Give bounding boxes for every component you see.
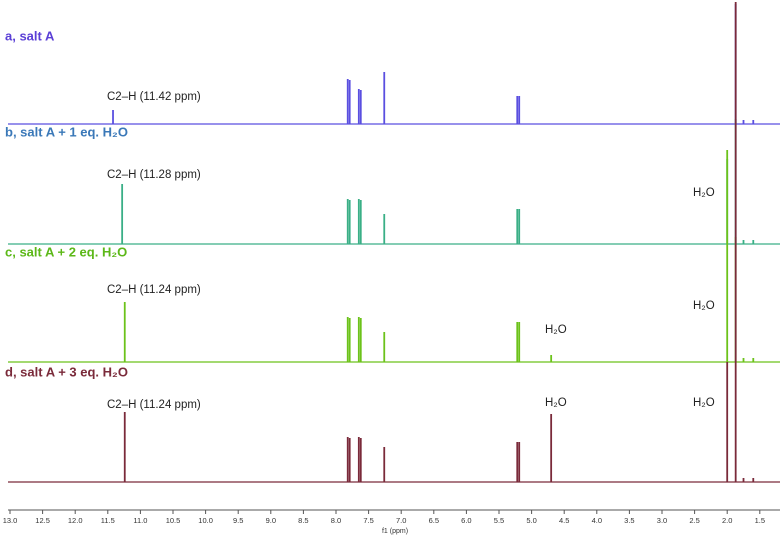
series-label: a, salt A xyxy=(5,28,55,43)
x-tick-label: 11.0 xyxy=(133,516,147,525)
x-tick-label: 4.0 xyxy=(592,516,602,525)
annotation: H₂O xyxy=(693,397,715,409)
series-label: c, salt A + 2 eq. H₂O xyxy=(5,244,127,259)
x-tick-label: 6.5 xyxy=(429,516,439,525)
x-tick-label: 10.5 xyxy=(166,516,181,525)
x-tick-label: 8.5 xyxy=(298,516,308,525)
x-tick-label: 6.0 xyxy=(461,516,471,525)
x-tick-label: 8.0 xyxy=(331,516,341,525)
x-tick-label: 4.5 xyxy=(559,516,569,525)
annotation: C2–H (11.42 ppm) xyxy=(107,91,201,103)
x-tick-label: 5.0 xyxy=(526,516,536,525)
x-tick-label: 2.0 xyxy=(722,516,732,525)
annotation: C2–H (11.24 ppm) xyxy=(107,399,201,411)
x-tick-label: 12.5 xyxy=(35,516,50,525)
x-tick-label: 10.0 xyxy=(198,516,213,525)
x-tick-label: 9.5 xyxy=(233,516,243,525)
x-tick-label: 7.0 xyxy=(396,516,406,525)
annotation: C2–H (11.24 ppm) xyxy=(107,284,201,296)
x-tick-label: 3.0 xyxy=(657,516,667,525)
x-tick-label: 12.0 xyxy=(68,516,83,525)
series-label: d, salt A + 3 eq. H₂O xyxy=(5,364,128,379)
x-tick-label: 5.5 xyxy=(494,516,504,525)
x-axis-label: f1 (ppm) xyxy=(382,528,408,535)
annotation: H₂O xyxy=(545,324,567,336)
x-tick-label: 1.5 xyxy=(755,516,765,525)
x-tick-label: 9.0 xyxy=(266,516,276,525)
x-tick-label: 2.5 xyxy=(689,516,699,525)
x-tick-label: 13.0 xyxy=(3,516,18,525)
annotation: H₂O xyxy=(693,300,715,312)
x-tick-label: 7.5 xyxy=(363,516,373,525)
annotation: H₂O xyxy=(545,397,567,409)
annotation: C2–H (11.28 ppm) xyxy=(107,169,201,181)
x-tick-label: 3.5 xyxy=(624,516,634,525)
annotation: H₂O xyxy=(693,187,715,199)
series-label: b, salt A + 1 eq. H₂O xyxy=(5,124,128,139)
x-tick-label: 11.5 xyxy=(101,516,115,525)
